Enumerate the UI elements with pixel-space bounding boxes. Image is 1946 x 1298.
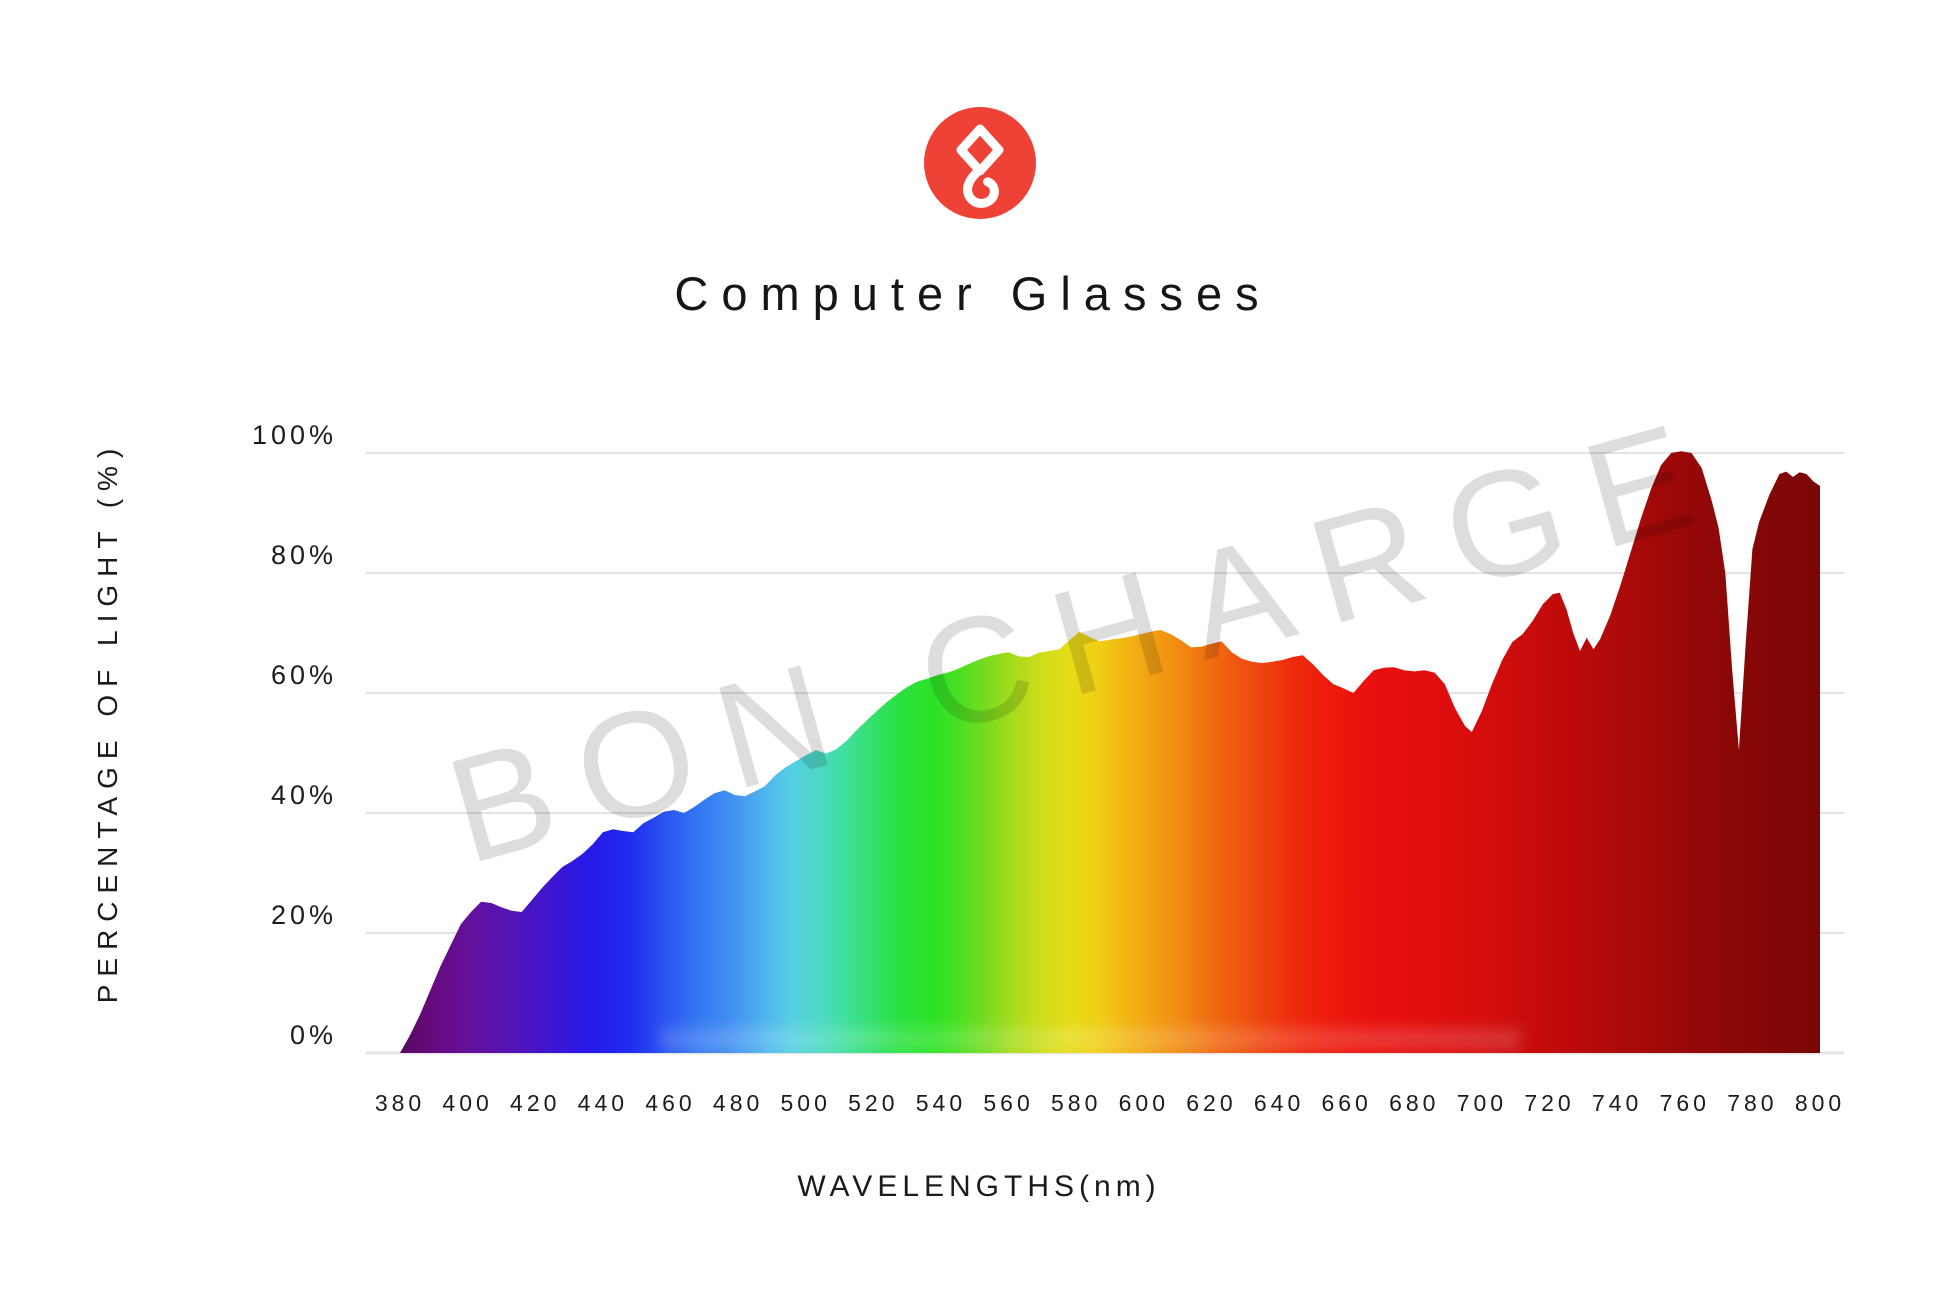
y-tick-label: 60% xyxy=(270,660,337,690)
transmission-area xyxy=(400,451,1820,1053)
x-tick-label: 720 xyxy=(1524,1090,1575,1116)
x-tick-label: 460 xyxy=(645,1090,696,1116)
x-tick-label: 760 xyxy=(1659,1090,1710,1116)
x-tick-label: 440 xyxy=(577,1090,629,1116)
page-title: Computer Glasses xyxy=(674,267,1272,320)
y-tick-label: 80% xyxy=(270,540,337,570)
x-tick-label: 600 xyxy=(1118,1090,1169,1116)
baseline-glow xyxy=(660,1028,1520,1050)
y-tick-label: 0% xyxy=(289,1020,337,1050)
x-tick-label: 540 xyxy=(915,1090,967,1116)
bon-charge-icon xyxy=(924,107,1036,219)
x-tick-label: 420 xyxy=(510,1090,561,1116)
x-tick-label: 620 xyxy=(1186,1090,1237,1116)
x-tick-label: 800 xyxy=(1794,1090,1846,1116)
x-tick-label: 560 xyxy=(983,1090,1034,1116)
x-tick-label: 380 xyxy=(374,1090,426,1116)
x-axis-title: WAVELENGTHS(nm) xyxy=(797,1170,1161,1203)
x-tick-label: 480 xyxy=(712,1090,764,1116)
x-tick-label: 500 xyxy=(780,1090,831,1116)
x-tick-label: 640 xyxy=(1253,1090,1305,1116)
y-tick-label: 40% xyxy=(270,780,337,810)
brand-logo xyxy=(924,107,1036,219)
x-tick-label: 680 xyxy=(1389,1090,1440,1116)
y-axis-title: PERCENTAGE OF LIGHT (%) xyxy=(92,440,123,1004)
y-tick-label: 100% xyxy=(251,420,337,450)
x-tick-label: 780 xyxy=(1727,1090,1778,1116)
x-tick-label: 660 xyxy=(1321,1090,1372,1116)
x-tick-label: 580 xyxy=(1051,1090,1102,1116)
x-tick-label: 520 xyxy=(848,1090,899,1116)
y-tick-label: 20% xyxy=(270,900,337,930)
x-tick-label: 700 xyxy=(1456,1090,1508,1116)
x-tick-label: 740 xyxy=(1591,1090,1643,1116)
x-tick-label: 400 xyxy=(442,1090,493,1116)
